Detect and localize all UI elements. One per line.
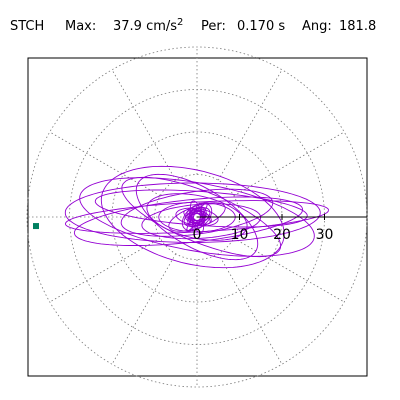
orbit-loop [141,203,262,240]
period-label: Per: [201,19,226,34]
grid-spoke [111,253,177,365]
orbit-core-loop [183,209,211,225]
max-value: 37.9 cm/s2 [113,17,183,37]
orbit-loop [94,189,308,228]
orbit-loop [146,193,248,241]
orbit-loop [64,182,321,243]
orbit-loop [121,176,282,258]
max-marker-layer [33,223,40,230]
radial-tick-label: 30 [316,227,334,243]
radial-tick-label: 10 [231,227,249,243]
grid-spoke [217,253,283,365]
max-value-exponent: 2 [177,17,184,28]
max-amplitude-marker [33,223,40,230]
grid-spoke [217,69,283,181]
angle-value: 181.8 [339,19,377,34]
chart-header: STCH Max: 37.9 cm/s2 Per: 0.170 s Ang: 1… [0,0,400,40]
orbit-loop [158,201,236,233]
grid-spoke [49,237,161,303]
grid-spoke [111,69,177,181]
orbit-loop [168,202,226,232]
angle-label: Ang: [302,19,332,34]
orbit-loop [175,207,219,227]
orbit-core-loop [191,210,203,224]
grid-spoke [233,237,345,303]
orbit-loop [73,196,304,246]
orbit-loop [100,165,285,269]
orbit-loop [120,188,274,237]
radial-axis: 0 10 20 30 [193,214,367,243]
period-value: 0.170 s [237,19,286,34]
radial-tick-label: 0 [193,227,202,243]
max-value-number: 37.9 cm/s [113,19,178,34]
orbit-loop [135,173,259,261]
orbit-traces [64,165,330,269]
grid-spoke [233,131,345,197]
orbit-core-loop [188,207,206,227]
station-code: STCH [10,19,45,34]
radial-tick-label: 20 [273,227,291,243]
max-label: Max: [65,19,97,34]
grid-spoke [49,131,161,197]
